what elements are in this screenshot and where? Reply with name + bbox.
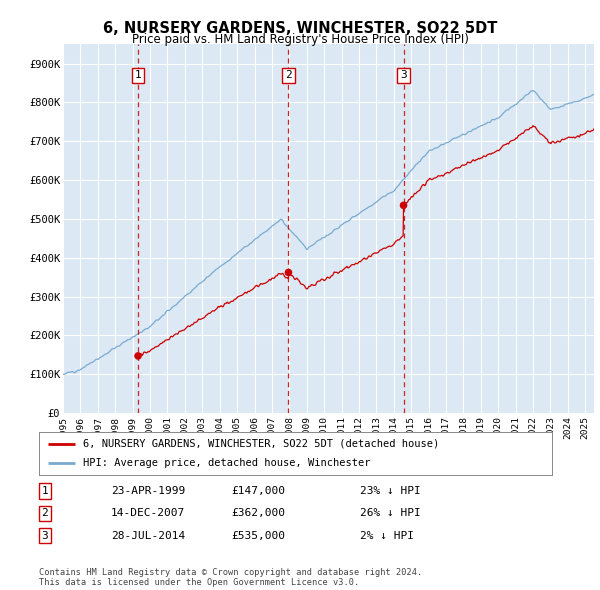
- Text: 6, NURSERY GARDENS, WINCHESTER, SO22 5DT (detached house): 6, NURSERY GARDENS, WINCHESTER, SO22 5DT…: [83, 439, 439, 449]
- Point: [399, 201, 409, 210]
- Text: 3: 3: [41, 531, 49, 540]
- Text: 26% ↓ HPI: 26% ↓ HPI: [360, 509, 421, 518]
- Text: 23-APR-1999: 23-APR-1999: [111, 486, 185, 496]
- Text: £147,000: £147,000: [231, 486, 285, 496]
- Text: 2: 2: [285, 70, 292, 80]
- Point: [284, 268, 293, 277]
- Text: 6, NURSERY GARDENS, WINCHESTER, SO22 5DT: 6, NURSERY GARDENS, WINCHESTER, SO22 5DT: [103, 21, 497, 36]
- Text: 3: 3: [400, 70, 407, 80]
- Text: HPI: Average price, detached house, Winchester: HPI: Average price, detached house, Winc…: [83, 458, 370, 468]
- Text: 28-JUL-2014: 28-JUL-2014: [111, 531, 185, 540]
- Text: 2: 2: [41, 509, 49, 518]
- Text: 2% ↓ HPI: 2% ↓ HPI: [360, 531, 414, 540]
- Text: £362,000: £362,000: [231, 509, 285, 518]
- Point: [133, 351, 143, 360]
- Text: 23% ↓ HPI: 23% ↓ HPI: [360, 486, 421, 496]
- Text: Price paid vs. HM Land Registry's House Price Index (HPI): Price paid vs. HM Land Registry's House …: [131, 33, 469, 46]
- Text: 1: 1: [41, 486, 49, 496]
- Text: 1: 1: [134, 70, 142, 80]
- Text: 14-DEC-2007: 14-DEC-2007: [111, 509, 185, 518]
- Text: £535,000: £535,000: [231, 531, 285, 540]
- Text: Contains HM Land Registry data © Crown copyright and database right 2024.
This d: Contains HM Land Registry data © Crown c…: [39, 568, 422, 587]
